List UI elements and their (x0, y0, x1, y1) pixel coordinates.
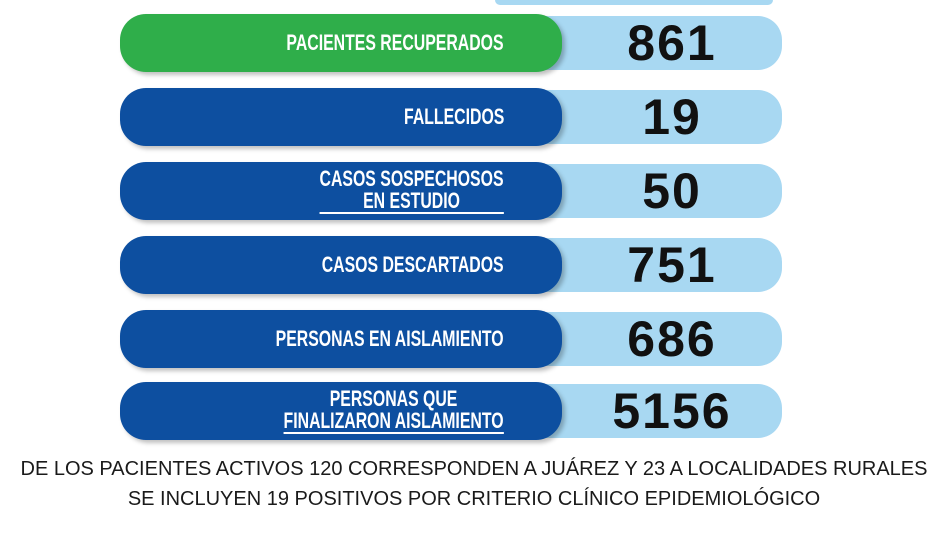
previous-row-sliver (495, 0, 773, 5)
label-pill: CASOS SOSPECHOSOS EN ESTUDIO (120, 162, 562, 220)
stat-label: PERSONAS EN AISLAMIENTO (276, 328, 504, 350)
stat-label-line: PACIENTES RECUPERADOS (286, 30, 504, 55)
stat-label-line: CASOS SOSPECHOSOS (320, 166, 504, 191)
label-pill: CASOS DESCARTADOS (120, 236, 562, 294)
stat-label: CASOS DESCARTADOS (322, 254, 504, 276)
stat-label-line: PERSONAS QUE (330, 386, 458, 411)
stat-label: PACIENTES RECUPERADOS (287, 32, 504, 54)
stat-value: 861 (627, 15, 717, 71)
footnote-line: SE INCLUYEN 19 POSITIVOS POR CRITERIO CL… (127, 488, 821, 510)
stat-row-finalizaron: PERSONAS QUE FINALIZARON AISLAMIENTO 515… (120, 382, 782, 440)
label-pill: FALLECIDOS (120, 88, 562, 146)
stat-label-line: EN ESTUDIO (320, 190, 504, 214)
stat-row-aislamiento: PERSONAS EN AISLAMIENTO 686 (120, 310, 782, 368)
label-pill: PERSONAS EN AISLAMIENTO (120, 310, 562, 368)
stat-label: CASOS SOSPECHOSOS EN ESTUDIO (320, 168, 504, 214)
stat-value: 50 (642, 163, 702, 219)
stat-value: 5156 (612, 383, 732, 439)
stat-row-sospechosos: CASOS SOSPECHOSOS EN ESTUDIO 50 (120, 162, 782, 220)
stat-label-line: FALLECIDOS (403, 104, 504, 129)
stat-label: FALLECIDOS (404, 106, 504, 128)
label-pill: PERSONAS QUE FINALIZARON AISLAMIENTO (120, 382, 562, 440)
footnote-line: DE LOS PACIENTES ACTIVOS 120 CORRESPONDE… (20, 458, 928, 480)
stat-value: 19 (642, 89, 702, 145)
stat-value: 751 (627, 237, 717, 293)
stat-row-fallecidos: FALLECIDOS 19 (120, 88, 782, 146)
stat-row-recuperados: PACIENTES RECUPERADOS 861 (120, 14, 782, 72)
stat-label-line: CASOS DESCARTADOS (322, 252, 504, 277)
label-pill: PACIENTES RECUPERADOS (120, 14, 562, 72)
stat-label-line: PERSONAS EN AISLAMIENTO (276, 326, 504, 351)
stat-value: 686 (627, 311, 717, 367)
stat-label-line: FINALIZARON AISLAMIENTO (284, 408, 504, 434)
stat-row-descartados: CASOS DESCARTADOS 751 (120, 236, 782, 294)
stat-label: PERSONAS QUE FINALIZARON AISLAMIENTO (284, 388, 504, 434)
